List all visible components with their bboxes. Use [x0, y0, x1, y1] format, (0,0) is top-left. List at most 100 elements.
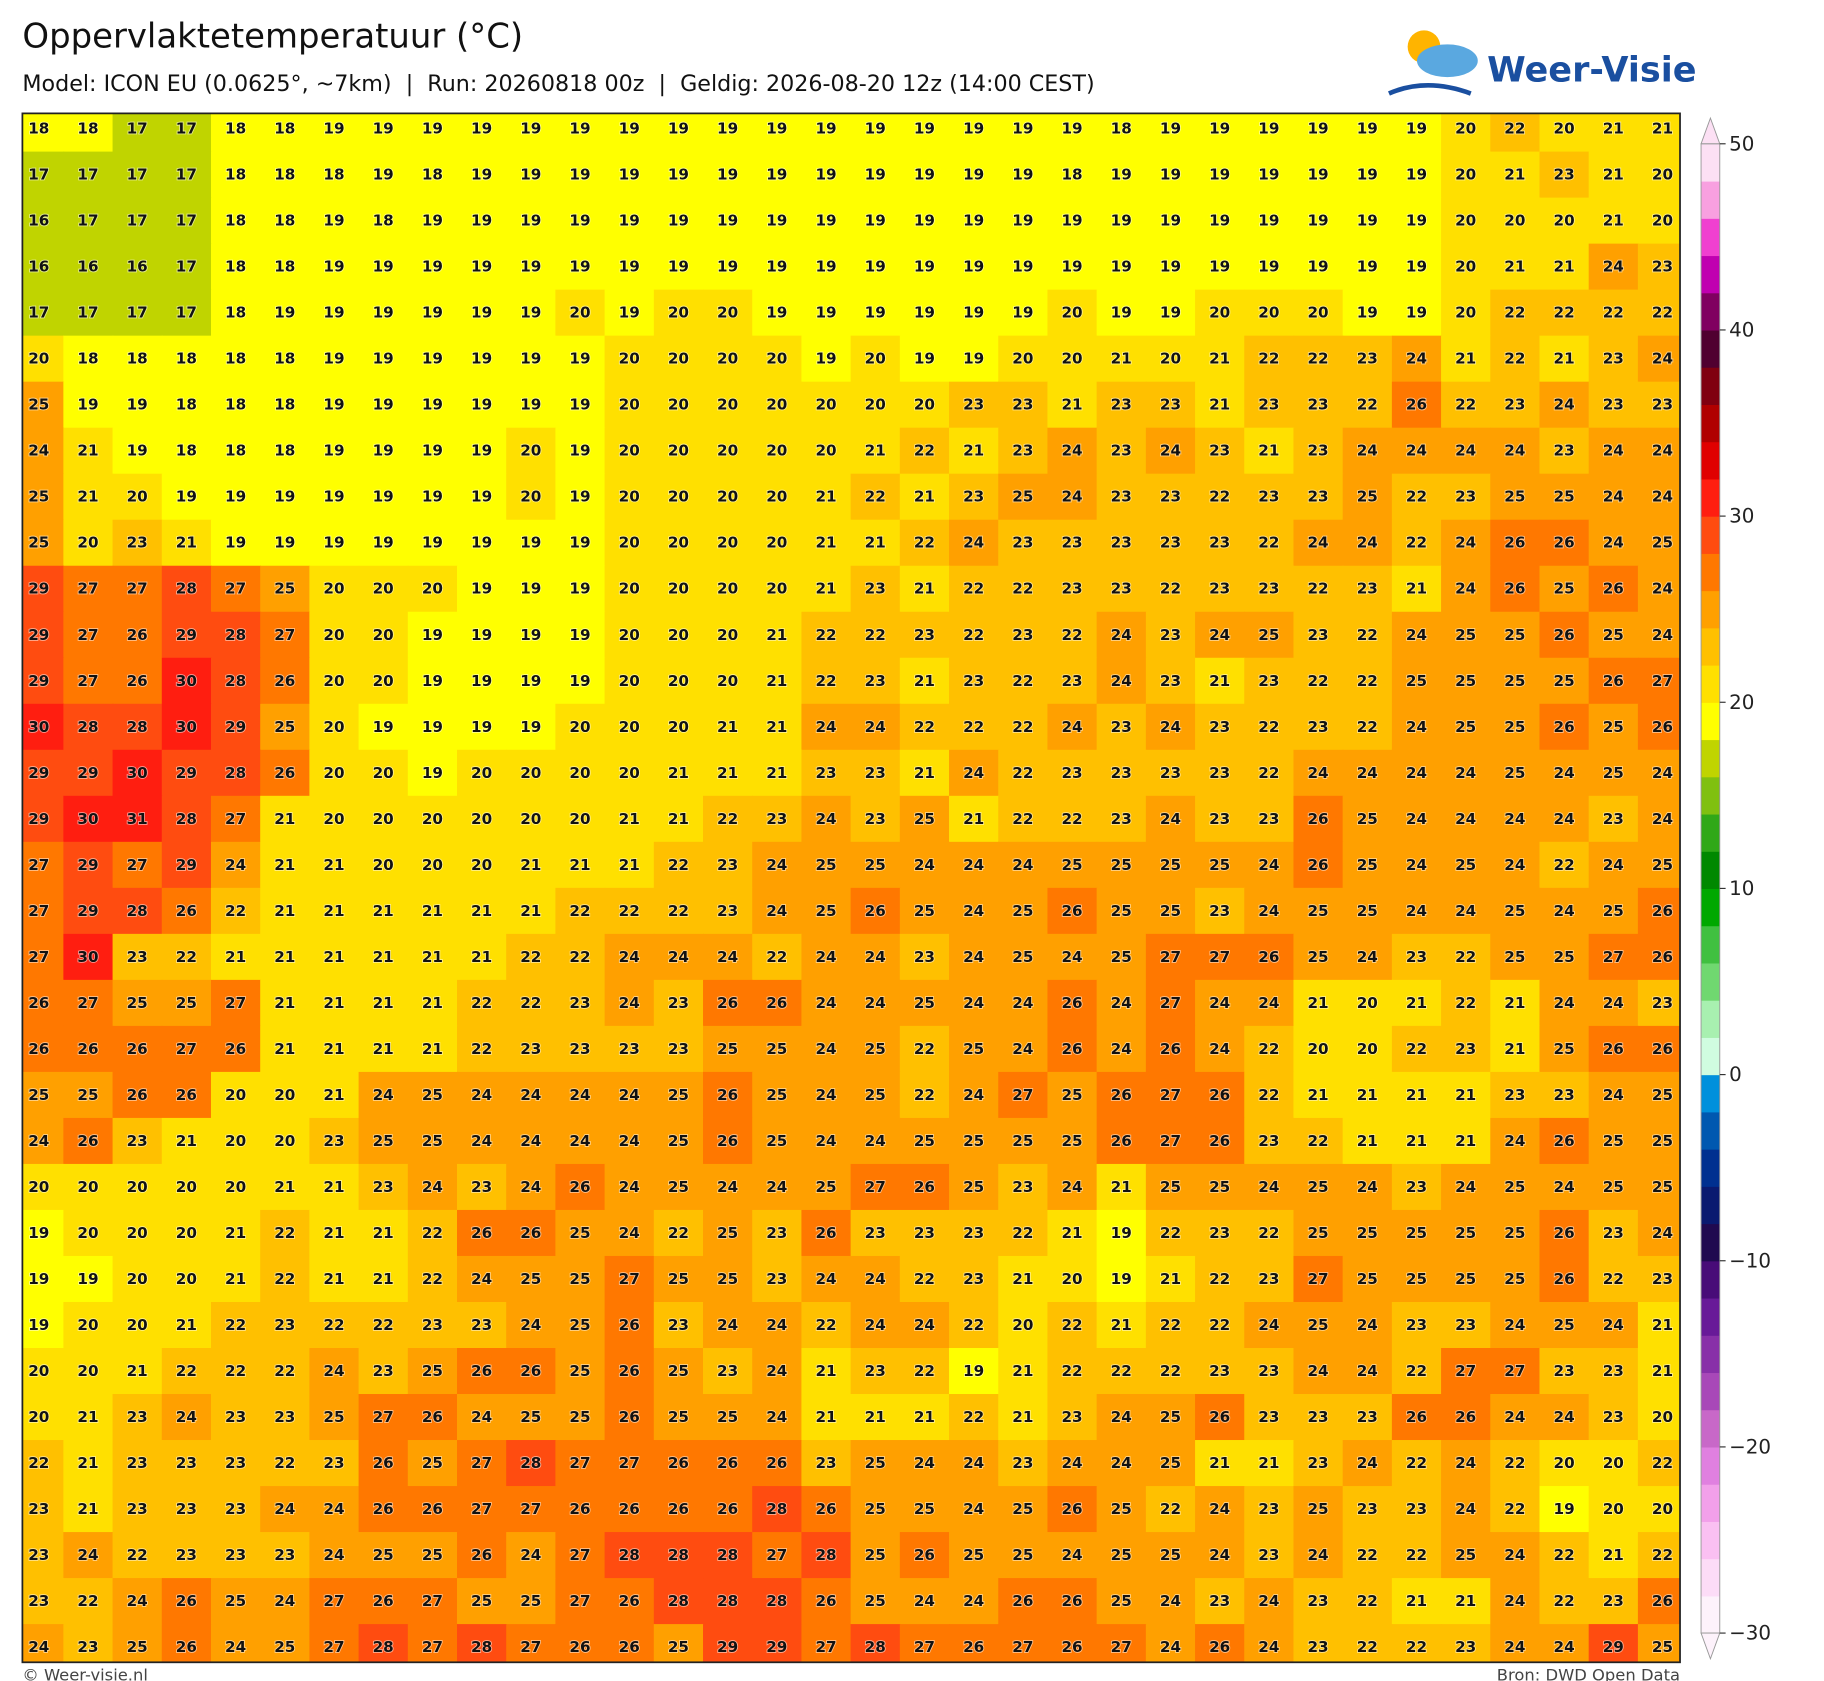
temperature-cell — [22, 1071, 65, 1119]
temperature-label: 19 — [471, 212, 492, 230]
temperature-cell — [1539, 795, 1590, 843]
temperature-label: 25 — [1554, 1316, 1575, 1334]
temperature-label: 24 — [1406, 626, 1427, 644]
temperature-cell — [260, 1071, 311, 1119]
temperature-label: 20 — [914, 396, 935, 414]
temperature-cell — [1195, 113, 1245, 153]
temperature-cell — [801, 289, 852, 337]
temperature-cell — [1293, 519, 1344, 567]
temperature-label: 22 — [1160, 1224, 1181, 1242]
temperature-cell — [63, 243, 114, 291]
temperature-cell — [358, 519, 409, 567]
colorbar-tick-label: −20 — [1729, 1435, 1771, 1458]
temperature-label: 22 — [569, 948, 590, 966]
temperature-label: 22 — [1160, 1500, 1181, 1518]
temperature-label: 19 — [422, 350, 443, 368]
temperature-label: 23 — [1160, 396, 1181, 414]
temperature-cell — [998, 519, 1049, 567]
temperature-label: 19 — [422, 718, 443, 736]
temperature-label: 25 — [865, 856, 886, 874]
temperature-cell — [407, 427, 458, 475]
temperature-cell — [210, 1117, 261, 1165]
temperature-cell — [1588, 1071, 1639, 1119]
temperature-cell — [1047, 473, 1098, 521]
temperature-label: 25 — [1357, 1224, 1378, 1242]
temperature-label: 22 — [1406, 1362, 1427, 1380]
temperature-label: 25 — [1111, 856, 1132, 874]
temperature-label: 23 — [1258, 672, 1279, 690]
temperature-cell — [604, 243, 655, 291]
temperature-label: 24 — [1357, 1362, 1378, 1380]
temperature-cell — [210, 795, 261, 843]
temperature-label: 23 — [914, 626, 935, 644]
temperature-label: 23 — [1258, 810, 1279, 828]
temperature-cell — [1441, 887, 1491, 935]
temperature-label: 22 — [323, 1316, 344, 1334]
temperature-label: 21 — [520, 856, 541, 874]
temperature-cell — [1588, 933, 1639, 981]
temperature-label: 18 — [176, 442, 197, 460]
temperature-cell — [653, 1163, 704, 1211]
temperature-label: 24 — [865, 1132, 886, 1150]
temperature-label: 21 — [373, 1040, 394, 1058]
temperature-cell — [112, 427, 163, 475]
colorbar-band — [1701, 1446, 1720, 1485]
temperature-label: 19 — [471, 442, 492, 460]
colorbar-tick-label: −30 — [1729, 1622, 1771, 1645]
temperature-label: 19 — [1209, 120, 1230, 138]
temperature-label: 24 — [1209, 1546, 1230, 1564]
colorbar-band — [1701, 1260, 1720, 1299]
temperature-label: 20 — [471, 810, 492, 828]
temperature-label: 23 — [77, 1638, 98, 1656]
temperature-label: 22 — [1012, 1224, 1033, 1242]
temperature-cell — [949, 841, 999, 889]
temperature-cell — [801, 611, 852, 659]
temperature-label: 19 — [1061, 120, 1082, 138]
temperature-label: 19 — [176, 488, 197, 506]
temperature-label: 26 — [274, 672, 295, 690]
temperature-label: 27 — [766, 1546, 787, 1564]
temperature-cell — [703, 519, 753, 567]
temperature-cell — [899, 565, 950, 613]
temperature-label: 24 — [1603, 1316, 1624, 1334]
temperature-label: 25 — [422, 1454, 443, 1472]
temperature-cell — [653, 795, 704, 843]
temperature-label: 26 — [471, 1362, 492, 1380]
temperature-cell — [703, 933, 753, 981]
temperature-cell — [1047, 1163, 1098, 1211]
temperature-cell — [1588, 703, 1639, 751]
temperature-cell — [1244, 1255, 1295, 1303]
temperature-label: 27 — [373, 1408, 394, 1426]
temperature-cell — [112, 289, 163, 337]
temperature-label: 23 — [1209, 534, 1230, 552]
colorbar-tick-label: 40 — [1729, 318, 1754, 341]
temperature-label: 19 — [865, 304, 886, 322]
temperature-cell — [1145, 841, 1196, 889]
temperature-cell — [1391, 289, 1442, 337]
temperature-cell — [949, 887, 999, 935]
temperature-cell — [1096, 1117, 1147, 1165]
temperature-cell — [1342, 381, 1393, 429]
temperature-label: 21 — [815, 580, 836, 598]
temperature-label: 23 — [1603, 810, 1624, 828]
temperature-label: 24 — [1160, 1592, 1181, 1610]
colorbar-band — [1701, 776, 1720, 815]
temperature-label: 25 — [766, 1132, 787, 1150]
temperature-label: 24 — [1111, 994, 1132, 1012]
temperature-cell — [260, 611, 311, 659]
temperature-label: 25 — [1061, 856, 1082, 874]
temperature-label: 24 — [1603, 856, 1624, 874]
temperature-label: 29 — [28, 626, 49, 644]
temperature-label: 21 — [1603, 212, 1624, 230]
temperature-cell — [604, 841, 655, 889]
temperature-label: 25 — [1209, 1178, 1230, 1196]
temperature-cell — [112, 1209, 163, 1257]
temperature-label: 28 — [668, 1546, 689, 1564]
temperature-label: 23 — [1209, 1224, 1230, 1242]
temperature-label: 21 — [766, 672, 787, 690]
temperature-label: 23 — [127, 1408, 148, 1426]
temperature-cell — [161, 887, 212, 935]
temperature-label: 19 — [471, 120, 492, 138]
temperature-label: 21 — [274, 948, 295, 966]
temperature-label: 24 — [1554, 902, 1575, 920]
